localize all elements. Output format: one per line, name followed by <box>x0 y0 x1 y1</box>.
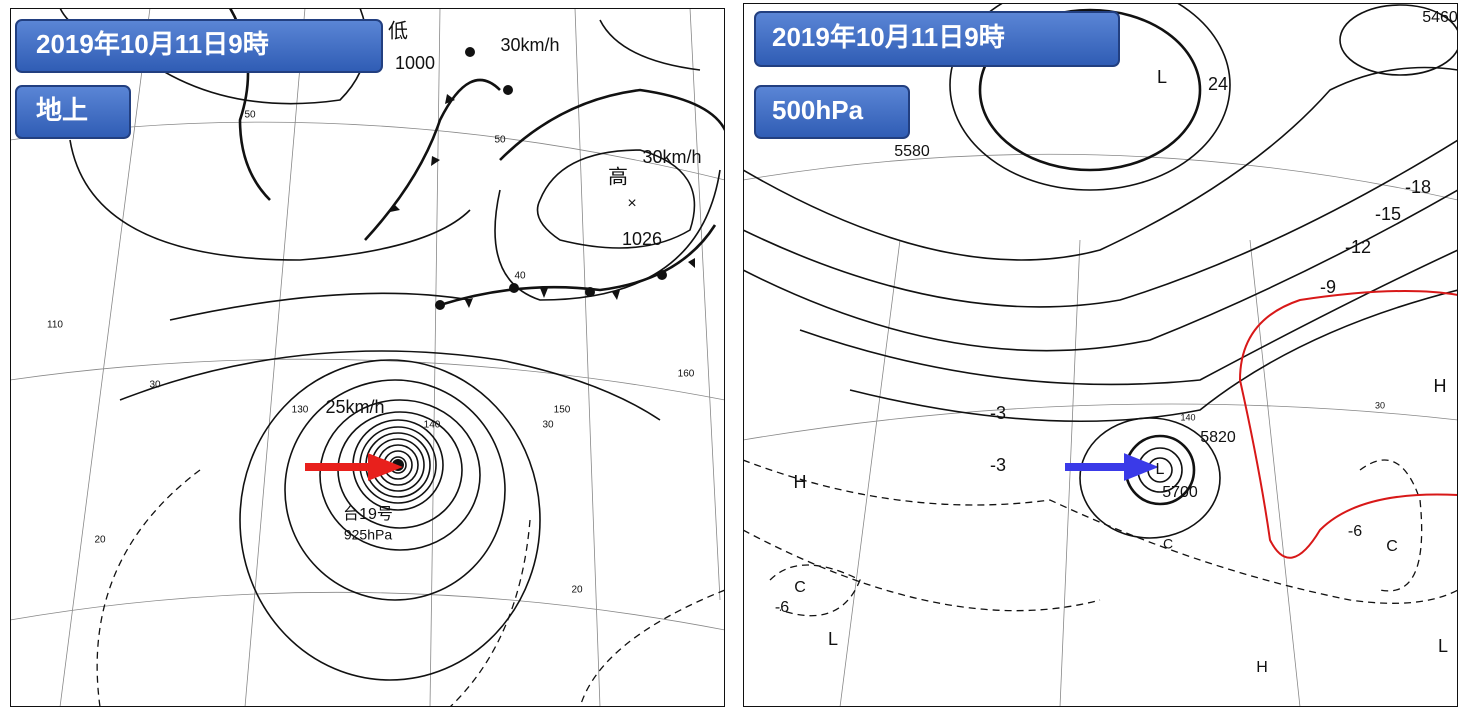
map-label: 50 <box>244 110 256 121</box>
map-label: C <box>1386 538 1398 555</box>
map-label: 30 <box>149 380 161 391</box>
map-label: 1000 <box>395 53 435 73</box>
low-arrow <box>1065 453 1159 481</box>
map-label: 30km/h <box>642 147 701 167</box>
left-title-box: 2019年10月11日9時 地上 <box>15 19 383 139</box>
map-label: 130 <box>292 405 309 416</box>
map-label: -6 <box>775 599 789 616</box>
right-title-box: 2019年10月11日9時 500hPa <box>754 11 1120 139</box>
map-label: 24 <box>1208 74 1228 94</box>
map-label: 50 <box>494 135 506 146</box>
map-label: -15 <box>1375 204 1401 224</box>
map-label: 925hPa <box>344 527 392 543</box>
map-label: × <box>627 195 636 212</box>
map-label: 台19号 <box>343 505 393 523</box>
map-label: L <box>1438 636 1448 656</box>
map-label: 30 <box>542 420 554 431</box>
map-label: 20 <box>94 535 106 546</box>
right-level: 500hPa <box>772 95 864 125</box>
map-label: 30 <box>1375 400 1385 410</box>
right-title: 2019年10月11日9時 <box>772 22 1005 52</box>
map-label: 150 <box>554 405 571 416</box>
map-label: 160 <box>678 369 695 380</box>
map-label: H <box>1256 659 1268 676</box>
map-label: -3 <box>990 403 1006 423</box>
map-label: 30km/h <box>500 35 559 55</box>
map-label: H <box>794 472 807 492</box>
map-label: -3 <box>990 455 1006 475</box>
map-label: 140 <box>424 420 441 431</box>
map-label: H <box>1434 376 1447 396</box>
left-labels: 低 1000 30km/h 高 × 30km/h 1026 25km/h 台19号 925hPa 5… <box>47 19 701 595</box>
left-title: 2019年10月11日9時 <box>36 29 269 59</box>
map-label: 5460 <box>1422 9 1458 26</box>
map-label: -12 <box>1345 237 1371 257</box>
map-label: 5700 <box>1162 484 1198 501</box>
typhoon-arrow <box>305 453 403 481</box>
map-label: L <box>1156 461 1165 478</box>
map-label: C <box>1163 536 1173 552</box>
map-label: L <box>828 629 838 649</box>
map-label: 1026 <box>622 229 662 249</box>
map-label: 高 <box>608 165 628 188</box>
map-label: 5580 <box>894 143 930 160</box>
map-label: 20 <box>571 585 583 596</box>
map-label: -6 <box>1348 523 1362 540</box>
map-label: 40 <box>514 271 526 282</box>
map-label: L <box>1157 67 1167 87</box>
map-label: 低 <box>388 19 408 42</box>
map-label: -9 <box>1320 277 1336 297</box>
map-label: 5820 <box>1200 429 1236 446</box>
map-label: 25km/h <box>325 397 384 417</box>
map-label: C <box>794 579 806 596</box>
map-label: 140 <box>1180 412 1195 422</box>
left-level: 地上 <box>36 95 88 125</box>
map-label: -18 <box>1405 177 1431 197</box>
map-label: 110 <box>47 320 63 331</box>
right-labels: 5460 5580 5820 5700 L L L L H H H C C C -18-15-12 -9 -6 -… <box>775 9 1458 676</box>
